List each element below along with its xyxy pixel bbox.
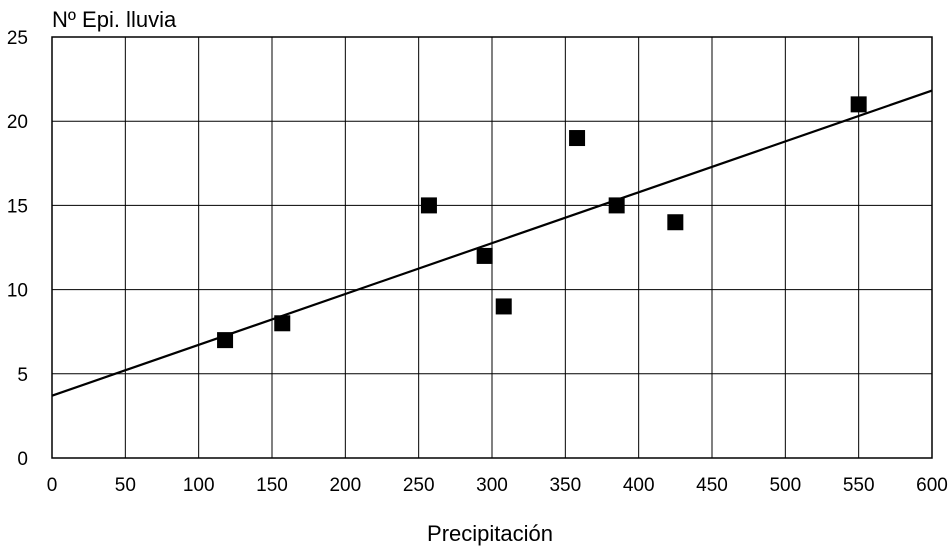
data-points (217, 96, 867, 349)
x-tick-label: 250 (403, 475, 435, 496)
x-tick-label: 150 (256, 475, 288, 496)
x-tick-label: 500 (769, 475, 801, 496)
trend-line (51, 89, 933, 397)
data-point (274, 315, 291, 332)
data-point (420, 197, 437, 214)
x-tick-label: 100 (183, 475, 215, 496)
data-point (217, 332, 234, 349)
x-tick-label: 400 (623, 475, 655, 496)
grid-lines (51, 36, 933, 459)
y-axis-ticks: 0 5 10 15 20 25 (7, 28, 28, 470)
data-point (495, 298, 512, 315)
y-tick-label: 0 (17, 449, 28, 470)
x-tick-label: 550 (843, 475, 875, 496)
x-tick-label: 200 (329, 475, 361, 496)
x-axis-label: Precipitación (427, 521, 553, 546)
y-tick-label: 20 (7, 112, 28, 133)
x-tick-label: 600 (916, 475, 948, 496)
data-point (667, 214, 684, 231)
x-tick-label: 50 (115, 475, 136, 496)
x-tick-label: 350 (549, 475, 581, 496)
y-tick-label: 15 (7, 196, 28, 217)
x-tick-label: 300 (476, 475, 508, 496)
data-point (608, 197, 625, 214)
y-tick-label: 10 (7, 281, 28, 302)
data-point (476, 247, 493, 264)
data-point (850, 96, 867, 113)
y-tick-label: 5 (17, 365, 28, 386)
x-tick-label: 450 (696, 475, 728, 496)
y-tick-label: 25 (7, 28, 28, 49)
x-tick-label: 0 (47, 475, 58, 496)
data-point (569, 130, 586, 147)
y-axis-label: Nº Epi. lluvia (52, 7, 177, 32)
plot-frame (51, 36, 933, 459)
x-axis-ticks: 0 50 100 150 200 250 300 350 400 450 500 550 600 (47, 475, 948, 496)
